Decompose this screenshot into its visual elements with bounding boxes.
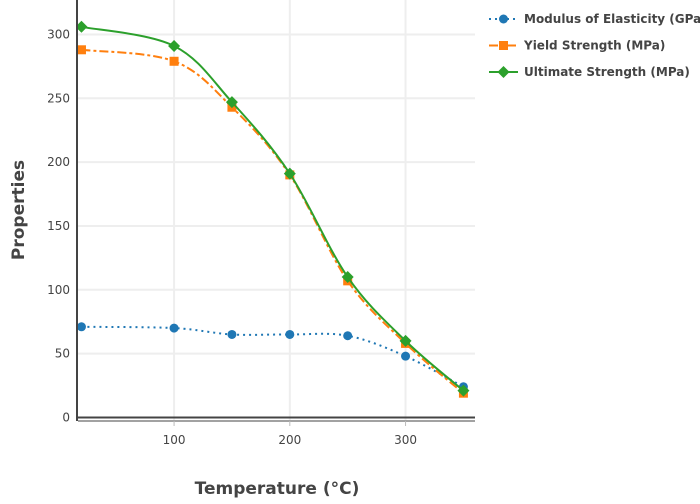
legend-item[interactable]: Yield Strength (MPa) [489,39,665,53]
legend-item[interactable]: Ultimate Strength (MPa) [489,65,690,79]
data-point [78,45,86,55]
data-point [168,39,181,52]
data-point [341,271,354,284]
data-point [285,329,295,339]
data-point [169,323,179,333]
y-tick-label: 200 [47,155,70,169]
data-point [78,20,88,33]
y-tick-label: 300 [47,27,70,41]
y-tick-label: 100 [47,283,70,297]
data-point [169,56,179,66]
x-axis-title: Temperature (°C) [195,479,360,499]
x-tick-label: 200 [278,433,301,447]
legend-label: Modulus of Elasticity (GPa) [524,12,700,26]
grid [76,0,475,426]
y-tick-label: 0 [62,410,70,424]
data-point [343,331,353,341]
data-point [499,14,508,24]
tick-labels: 100 200 300 0 50 100 150 200 250 300 [47,27,417,447]
data-point [401,351,411,361]
series-3 [78,20,470,397]
data-point [457,384,470,397]
data-point [497,66,510,78]
data-point [499,41,508,50]
data-point [78,322,86,332]
x-tick-label: 300 [394,433,417,447]
series-1 [78,322,468,392]
legend-label: Yield Strength (MPa) [523,39,665,53]
legend-item[interactable]: Modulus of Elasticity (GPa) [489,12,700,26]
y-tick-label: 250 [47,91,70,105]
data-point [283,167,296,180]
data-point [227,329,237,339]
y-tick-label: 50 [55,347,70,361]
legend[interactable]: Modulus of Elasticity (GPa) Yield Strengt… [489,12,700,79]
y-axis-title: Properties [9,160,29,260]
data-point [399,334,412,347]
y-tick-label: 150 [47,219,70,233]
data-point [225,96,238,109]
series-group [78,20,470,398]
legend-label: Ultimate Strength (MPa) [524,65,690,79]
x-tick-label: 100 [163,433,186,447]
